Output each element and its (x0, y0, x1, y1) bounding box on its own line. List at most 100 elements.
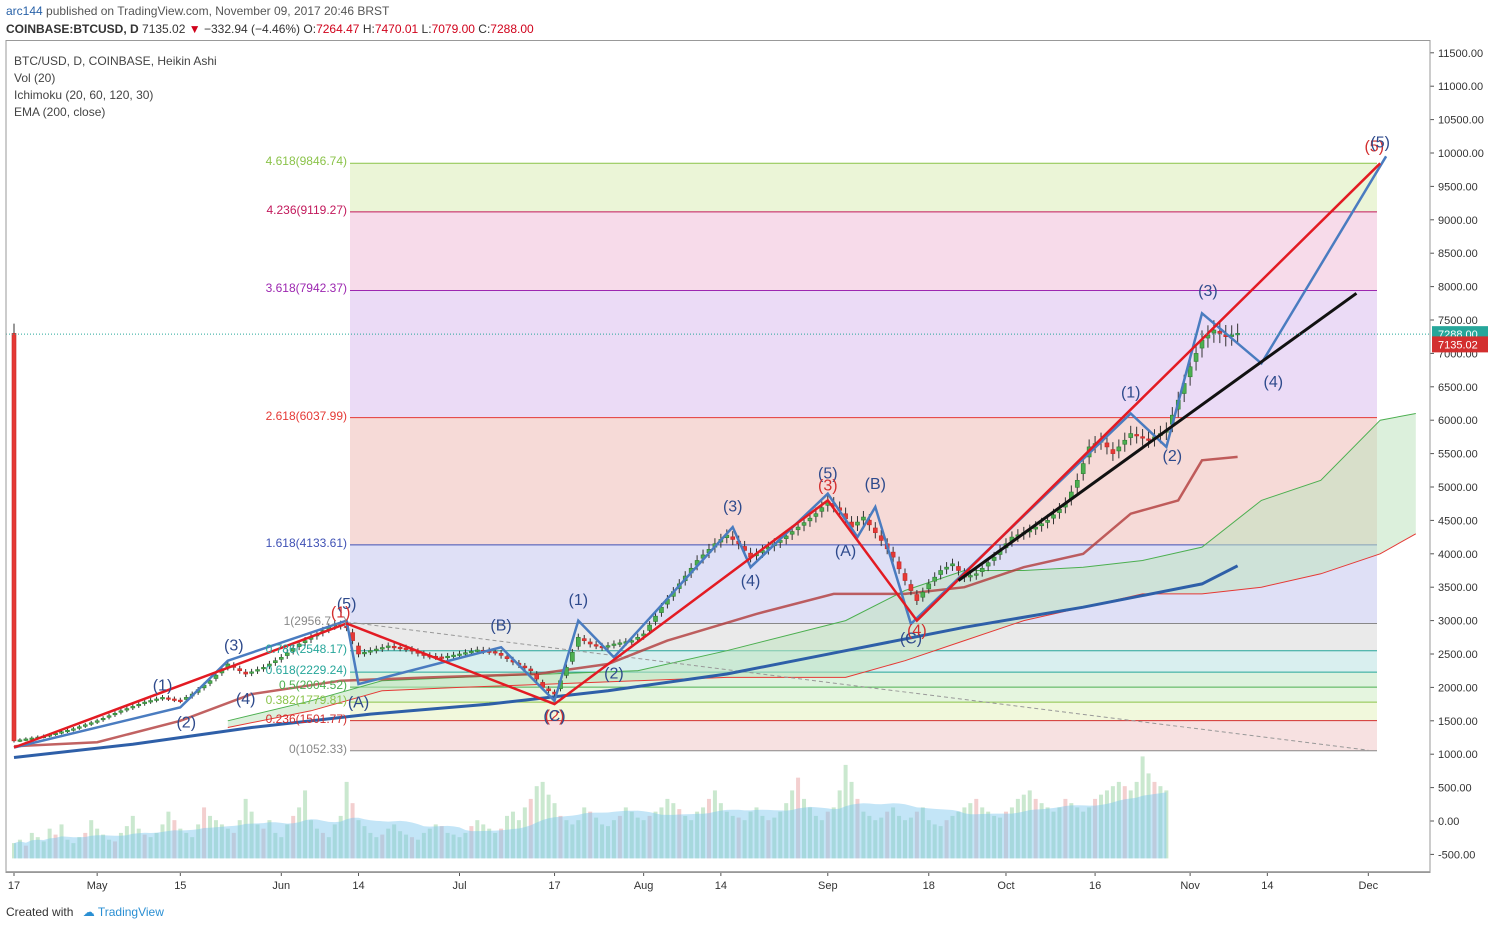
candle-body (908, 584, 914, 591)
volume-bar (897, 815, 902, 859)
volume-bar (1003, 811, 1008, 859)
fib-label-2.618: 2.618(6037.99) (265, 408, 347, 423)
candle-body (1140, 436, 1145, 439)
volume-bar (784, 803, 789, 859)
volume-bar (166, 811, 171, 859)
price-tick-label: 10000.00 (1438, 148, 1484, 160)
wave-label: (5) (1370, 135, 1390, 152)
volume-bar (885, 811, 890, 859)
legend-ichimoku[interactable]: Ichimoku (20, 60, 120, 30) (14, 88, 154, 102)
candle-body (94, 720, 100, 723)
time-tick-label: 14 (1261, 880, 1273, 892)
candle-body (397, 646, 403, 650)
volume-bar (564, 820, 569, 859)
candle-body (1039, 523, 1044, 527)
candle-body (1146, 438, 1151, 441)
volume-bar (623, 807, 628, 859)
tradingview-brand[interactable]: TradingView (97, 905, 164, 919)
candle-body (77, 726, 82, 729)
volume-bar (1069, 803, 1074, 859)
legend-symbol[interactable]: BTC/USD, D, COINBASE, Heikin Ashi (14, 54, 217, 68)
volume-bar (689, 820, 694, 859)
volume-bar (1057, 807, 1062, 859)
last-price: 7135.02 (142, 22, 186, 36)
volume-bar (552, 803, 557, 859)
fib-label-4.236: 4.236(9119.27) (266, 202, 347, 217)
volume-bar (1081, 811, 1086, 859)
author-name[interactable]: arc144 (6, 4, 43, 18)
price-tick-label: 8500.00 (1438, 248, 1478, 260)
volume-bar (659, 807, 664, 859)
volume-bar (499, 828, 504, 859)
volume-bar (920, 807, 925, 859)
volume-bar (409, 837, 414, 859)
fib-band-4.618 (350, 163, 1377, 212)
price-tick-label: 1500.00 (1438, 716, 1478, 728)
time-tick-label: 17 (548, 880, 560, 892)
candle-body (813, 513, 819, 517)
volume-bar (1128, 790, 1133, 859)
candle-body (362, 652, 367, 655)
candle-body (587, 641, 593, 645)
candle-body (522, 665, 528, 669)
candle-body (249, 671, 254, 674)
ema-200-line (13, 564, 1239, 759)
low-value: 7079.00 (431, 22, 475, 36)
fib-label-0.236: 0.236(1501.77) (265, 711, 347, 726)
volume-bar (148, 837, 153, 859)
volume-bar (439, 826, 444, 859)
volume-bar (665, 798, 670, 859)
volume-bar (23, 845, 28, 859)
volume-bar (255, 824, 260, 859)
volume-bar (968, 803, 973, 859)
volume-bar (303, 790, 308, 859)
volume-bar (83, 832, 88, 859)
fib-band-3.618 (350, 290, 1377, 418)
time-tick-label: 14 (715, 880, 727, 892)
price-tick-label: 9500.00 (1438, 181, 1478, 193)
candle-body (385, 645, 391, 648)
volume-bar (546, 794, 551, 859)
legend-ema[interactable]: EMA (200, close) (14, 105, 106, 119)
volume-bar (202, 807, 207, 859)
red-wave-line (13, 162, 1382, 749)
wave-label: (A) (348, 694, 369, 711)
candle-body (11, 333, 17, 742)
time-tick-label: 15 (174, 880, 186, 892)
volume-bar (980, 807, 985, 859)
volume-bar (404, 834, 409, 859)
legend-volume[interactable]: Vol (20) (14, 71, 56, 85)
candle-body (124, 708, 130, 711)
candle-body (878, 535, 884, 541)
time-tick-label: May (87, 880, 108, 892)
candle-body (207, 680, 213, 684)
volume-bar (790, 790, 795, 859)
volume-bar (778, 811, 783, 859)
price-tick-label: 7500.00 (1438, 315, 1478, 327)
volume-bar (1152, 781, 1157, 859)
time-tick-label: 17 (8, 880, 20, 892)
volume-bar (1140, 756, 1145, 859)
volume-bar (1051, 811, 1056, 859)
volume-bar (12, 843, 16, 859)
candle-body (1217, 331, 1223, 334)
volume-bar (855, 798, 860, 859)
close-value: 7288.00 (490, 22, 534, 36)
candle-body (178, 699, 183, 702)
volume-bar (89, 820, 94, 859)
candle-body (914, 594, 920, 601)
price-tick-label: 10500.00 (1438, 115, 1484, 127)
volume-bar (398, 831, 403, 859)
volume-bar (712, 790, 717, 859)
volume-bar (172, 820, 177, 859)
candle-body (1033, 526, 1038, 530)
time-tick-label: Nov (1180, 880, 1200, 892)
fib-label-0.5: 0.5(2004.52) (278, 678, 347, 693)
volume-bar (338, 815, 343, 859)
candle-body (979, 567, 985, 572)
wave-label: (3) (224, 638, 244, 655)
wave-label: (2) (545, 708, 565, 725)
price-chart[interactable]: (1)(2)(3)(4)(5)(1)(A)(B)(2)(C)(1)(2)(3)(… (0, 40, 1494, 900)
candle-body (492, 651, 498, 654)
high-label: H: (362, 22, 375, 36)
